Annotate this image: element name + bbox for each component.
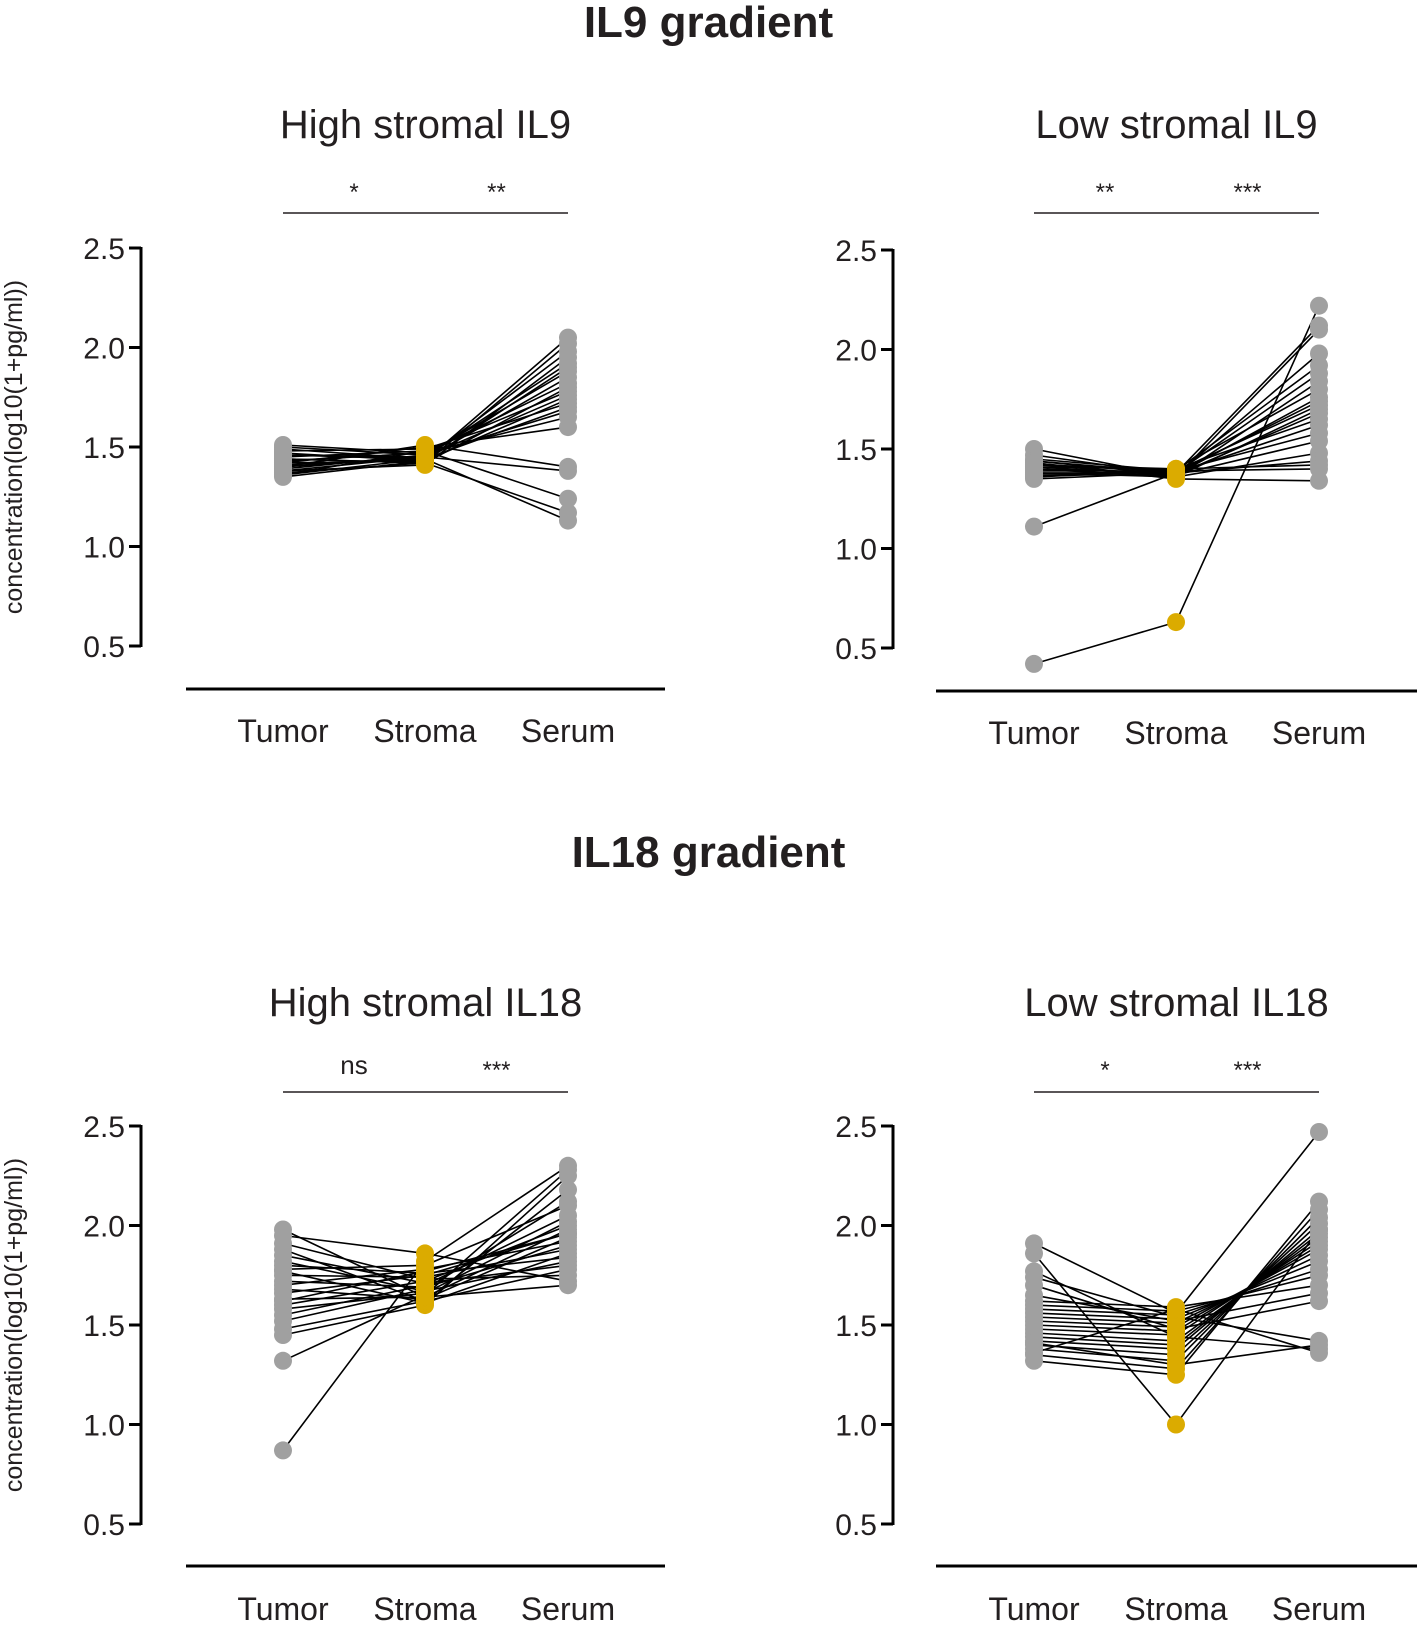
paired-lines xyxy=(282,336,569,522)
data-point-tumor xyxy=(274,1441,292,1460)
y-tick-label: 1.0 xyxy=(83,532,125,565)
data-point-tumor xyxy=(274,446,292,464)
data-point-serum xyxy=(1310,1292,1328,1311)
data-point-stroma xyxy=(1167,1415,1185,1434)
significance-label: ** xyxy=(487,179,506,206)
series-line xyxy=(1033,364,1320,472)
y-tick-label: 0.5 xyxy=(835,1509,877,1542)
significance-label: *** xyxy=(1233,1057,1261,1084)
y-tick-label: 2.0 xyxy=(835,1211,877,1244)
significance-label: ** xyxy=(1096,179,1115,206)
category-label-tumor: Tumor xyxy=(988,1591,1080,1627)
category-label-tumor: Tumor xyxy=(237,713,329,749)
data-point-serum xyxy=(559,1166,577,1185)
category-label-stroma: Stroma xyxy=(1124,715,1227,751)
data-point-serum xyxy=(1310,1123,1328,1141)
category-label-serum: Serum xyxy=(521,713,615,749)
data-point-serum xyxy=(559,489,577,508)
data-point-tumor xyxy=(1025,1333,1043,1352)
data-point-stroma xyxy=(416,1288,434,1307)
category-label-serum: Serum xyxy=(1272,715,1366,751)
data-point-serum xyxy=(1310,1335,1328,1354)
y-tick-label: 0.5 xyxy=(835,633,877,666)
significance-label: * xyxy=(1100,1057,1109,1084)
y-tick-label: 2.5 xyxy=(83,233,125,266)
category-label-tumor: Tumor xyxy=(237,1591,329,1627)
significance-label: ns xyxy=(340,1050,367,1080)
y-tick-label: 1.0 xyxy=(835,1410,877,1443)
y-tick-label: 2.0 xyxy=(83,1211,125,1244)
data-points xyxy=(1025,296,1328,673)
category-label-stroma: Stroma xyxy=(1124,1591,1227,1627)
data-point-serum xyxy=(1310,471,1328,490)
y-axis-label: concentration(log10(1+pg/ml)) xyxy=(0,1158,28,1492)
data-points xyxy=(274,1156,577,1460)
category-label-serum: Serum xyxy=(521,1591,615,1627)
data-point-tumor xyxy=(1025,517,1043,536)
data-point-tumor xyxy=(1025,453,1043,472)
data-point-stroma xyxy=(1167,613,1185,632)
data-point-serum xyxy=(559,418,577,437)
data-point-tumor xyxy=(1025,1262,1043,1281)
y-tick-label: 1.0 xyxy=(835,534,877,567)
data-point-stroma xyxy=(1167,1355,1185,1374)
data-point-tumor xyxy=(1025,1234,1043,1253)
y-tick-label: 1.5 xyxy=(83,1310,125,1343)
y-tick-label: 0.5 xyxy=(83,1509,125,1542)
significance-label: *** xyxy=(482,1057,510,1084)
data-point-stroma xyxy=(1167,1300,1185,1319)
significance-label: *** xyxy=(1233,179,1261,206)
y-tick-label: 1.5 xyxy=(835,434,877,467)
section-title-il9: IL9 gradient xyxy=(583,0,834,47)
y-tick-label: 2.5 xyxy=(835,1111,877,1144)
y-tick-label: 2.5 xyxy=(83,1111,125,1144)
data-points xyxy=(274,328,577,530)
data-point-tumor xyxy=(274,465,292,484)
y-tick-label: 1.5 xyxy=(835,1310,877,1343)
chart-panel-2: Low stromal IL9 0.5 1.0 1.5 2.0 2.5 Tumor Strom… xyxy=(835,103,1417,751)
category-label-stroma: Stroma xyxy=(373,1591,476,1627)
y-axis-label: concentration(log10(1+pg/ml)) xyxy=(0,280,28,614)
data-point-stroma xyxy=(416,1262,434,1281)
y-tick-label: 2.0 xyxy=(83,333,125,366)
data-point-tumor xyxy=(274,1292,292,1311)
chart-title: High stromal IL9 xyxy=(280,103,571,147)
y-tick-label: 1.5 xyxy=(83,432,125,465)
chart-panel-4: Low stromal IL18 0.5 1.0 1.5 2.0 2.5 Tumor Stro… xyxy=(835,981,1417,1627)
category-label-tumor: Tumor xyxy=(988,715,1080,751)
chart-title: High stromal IL18 xyxy=(269,981,582,1025)
data-point-serum xyxy=(559,1276,577,1295)
category-label-serum: Serum xyxy=(1272,1591,1366,1627)
y-tick-label: 0.5 xyxy=(83,631,125,664)
significance-label: * xyxy=(349,179,358,206)
data-point-serum xyxy=(559,461,577,480)
data-points xyxy=(1025,1123,1328,1434)
y-tick-label: 1.0 xyxy=(83,1410,125,1443)
data-point-serum xyxy=(1310,296,1328,315)
data-point-tumor xyxy=(274,1220,292,1239)
chart-title: Low stromal IL9 xyxy=(1035,103,1317,147)
data-point-stroma xyxy=(1167,469,1185,488)
section-title-il18: IL18 gradient xyxy=(571,828,846,877)
y-tick-label: 2.0 xyxy=(835,335,877,368)
data-point-stroma xyxy=(416,449,434,468)
chart-panel-1: High stromal IL9 concentration(log10(1+pg… xyxy=(0,103,665,749)
data-point-tumor xyxy=(1025,467,1043,486)
data-point-tumor xyxy=(274,1260,292,1279)
data-point-serum xyxy=(559,1196,577,1215)
data-point-stroma xyxy=(1167,1327,1185,1346)
data-point-tumor xyxy=(274,1351,292,1370)
category-label-stroma: Stroma xyxy=(373,713,476,749)
data-point-serum xyxy=(559,511,577,530)
series-line xyxy=(1033,325,1320,528)
data-point-serum xyxy=(559,1224,577,1243)
chart-panel-3: High stromal IL18 concentration(log10(1+p… xyxy=(0,981,665,1627)
data-point-tumor xyxy=(1025,654,1043,673)
data-point-serum xyxy=(1310,320,1328,339)
chart-title: Low stromal IL18 xyxy=(1024,981,1329,1025)
y-tick-label: 2.5 xyxy=(835,235,877,268)
